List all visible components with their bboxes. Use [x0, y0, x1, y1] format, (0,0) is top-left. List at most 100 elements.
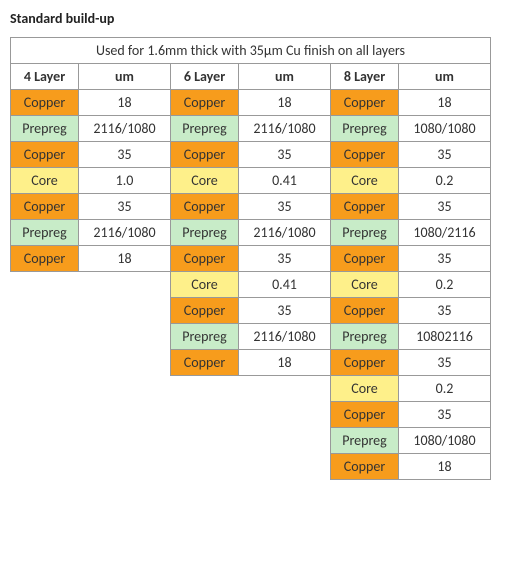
table-caption: Used for 1.6mm thick with 35µm Cu finish… [11, 38, 491, 64]
empty-cell [11, 298, 79, 324]
layer-label: Copper [331, 90, 399, 116]
layer-value: 35 [399, 246, 491, 272]
empty-cell [11, 402, 79, 428]
empty-cell [79, 402, 171, 428]
table-row: Copper35 [11, 402, 491, 428]
hdr-8layer-um: um [399, 64, 491, 90]
layer-value: 35 [399, 402, 491, 428]
table-row: Copper18 [11, 454, 491, 480]
table-header-row: 4 Layer um 6 Layer um 8 Layer um [11, 64, 491, 90]
layer-value: 0.41 [239, 272, 331, 298]
layer-label: Core [171, 168, 239, 194]
layer-value: 35 [239, 194, 331, 220]
layer-value: 1.0 [79, 168, 171, 194]
layer-label: Copper [331, 194, 399, 220]
empty-cell [171, 402, 239, 428]
table-row: Prepreg2116/1080Prepreg2116/1080Prepreg1… [11, 116, 491, 142]
layer-value: 35 [239, 246, 331, 272]
layer-label: Copper [331, 402, 399, 428]
layer-label: Core [331, 376, 399, 402]
layer-label: Copper [11, 90, 79, 116]
stackup-table: Used for 1.6mm thick with 35µm Cu finish… [10, 37, 491, 480]
layer-value: 35 [399, 194, 491, 220]
empty-cell [11, 272, 79, 298]
layer-label: Core [11, 168, 79, 194]
layer-value: 18 [399, 454, 491, 480]
hdr-8layer: 8 Layer [331, 64, 399, 90]
layer-value: 18 [79, 246, 171, 272]
layer-label: Core [331, 272, 399, 298]
layer-label: Prepreg [11, 116, 79, 142]
layer-label: Copper [331, 350, 399, 376]
layer-value: 10802116 [399, 324, 491, 350]
hdr-4layer-um: um [79, 64, 171, 90]
table-row: Copper18Copper35Copper35 [11, 246, 491, 272]
layer-value: 2116/1080 [239, 220, 331, 246]
empty-cell [79, 324, 171, 350]
layer-value: 2116/1080 [79, 116, 171, 142]
empty-cell [79, 454, 171, 480]
layer-label: Prepreg [331, 220, 399, 246]
layer-label: Copper [11, 142, 79, 168]
table-row: Copper35Copper35 [11, 298, 491, 324]
layer-label: Copper [11, 246, 79, 272]
page-title: Standard build-up [10, 10, 508, 27]
layer-label: Core [331, 168, 399, 194]
layer-label: Copper [171, 350, 239, 376]
empty-cell [11, 350, 79, 376]
table-row: Prepreg1080/1080 [11, 428, 491, 454]
layer-value: 0.2 [399, 376, 491, 402]
empty-cell [79, 428, 171, 454]
table-row: Core0.41Core0.2 [11, 272, 491, 298]
layer-label: Copper [171, 90, 239, 116]
hdr-6layer-um: um [239, 64, 331, 90]
layer-value: 2116/1080 [239, 324, 331, 350]
layer-label: Copper [171, 246, 239, 272]
layer-label: Prepreg [11, 220, 79, 246]
layer-label: Prepreg [171, 324, 239, 350]
layer-label: Copper [331, 298, 399, 324]
layer-value: 1080/1080 [399, 116, 491, 142]
empty-cell [79, 298, 171, 324]
layer-value: 2116/1080 [79, 220, 171, 246]
layer-label: Prepreg [331, 324, 399, 350]
layer-label: Prepreg [331, 116, 399, 142]
empty-cell [11, 454, 79, 480]
layer-value: 0.41 [239, 168, 331, 194]
empty-cell [79, 272, 171, 298]
layer-value: 35 [239, 142, 331, 168]
table-row: Prepreg2116/1080Prepreg10802116 [11, 324, 491, 350]
empty-cell [239, 376, 331, 402]
table-row: Copper35Copper35Copper35 [11, 194, 491, 220]
empty-cell [239, 428, 331, 454]
layer-value: 18 [239, 90, 331, 116]
layer-value: 35 [79, 194, 171, 220]
hdr-6layer: 6 Layer [171, 64, 239, 90]
layer-label: Prepreg [331, 428, 399, 454]
layer-value: 18 [79, 90, 171, 116]
layer-value: 0.2 [399, 272, 491, 298]
layer-label: Copper [11, 194, 79, 220]
layer-value: 1080/1080 [399, 428, 491, 454]
layer-value: 0.2 [399, 168, 491, 194]
layer-value: 35 [399, 350, 491, 376]
layer-label: Copper [331, 454, 399, 480]
layer-value: 1080/2116 [399, 220, 491, 246]
table-row: Copper35Copper35Copper35 [11, 142, 491, 168]
empty-cell [11, 428, 79, 454]
layer-label: Prepreg [171, 220, 239, 246]
empty-cell [171, 454, 239, 480]
layer-label: Copper [171, 298, 239, 324]
layer-label: Copper [331, 246, 399, 272]
empty-cell [11, 324, 79, 350]
empty-cell [239, 402, 331, 428]
empty-cell [171, 376, 239, 402]
empty-cell [79, 376, 171, 402]
table-row: Core1.0Core0.41Core0.2 [11, 168, 491, 194]
empty-cell [171, 428, 239, 454]
empty-cell [79, 350, 171, 376]
layer-label: Copper [171, 142, 239, 168]
empty-cell [11, 376, 79, 402]
table-row: Core0.2 [11, 376, 491, 402]
layer-value: 35 [399, 142, 491, 168]
